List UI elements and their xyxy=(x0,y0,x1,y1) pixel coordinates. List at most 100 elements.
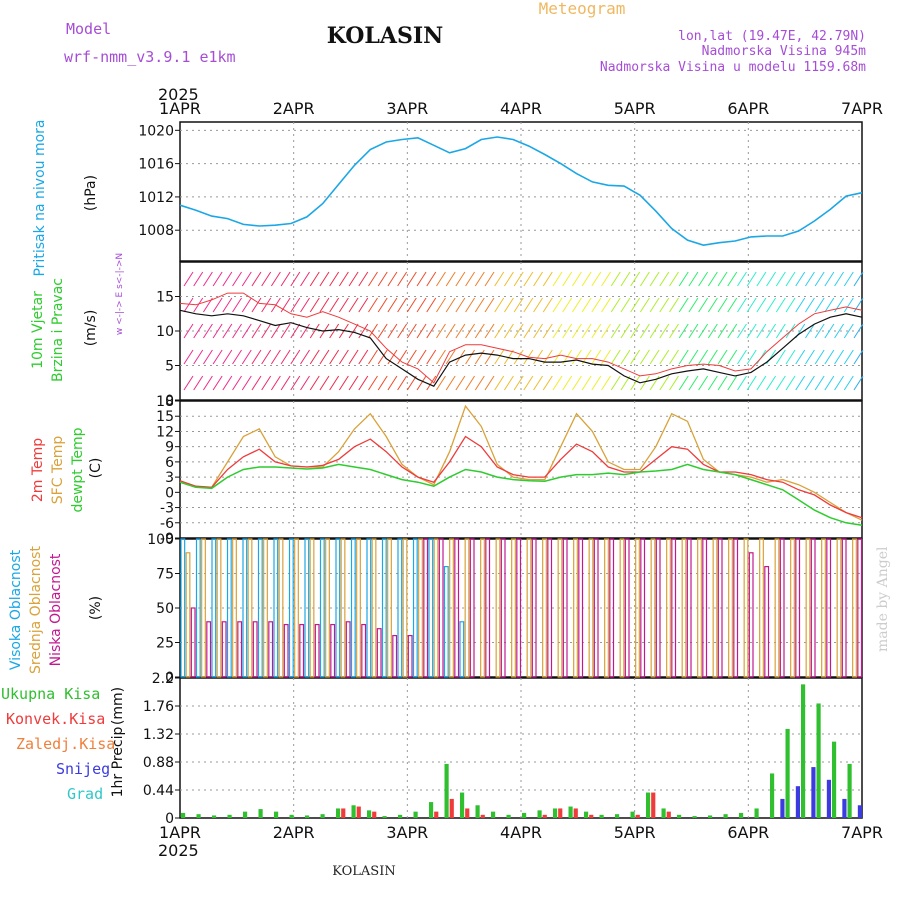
wind-barb xyxy=(406,271,417,287)
total-rain-bar xyxy=(537,810,542,818)
wind-barb xyxy=(445,375,456,391)
total-rain-bar xyxy=(568,806,573,818)
wind-barb xyxy=(445,349,456,365)
wind-barb xyxy=(484,323,495,339)
wind-barb xyxy=(280,271,291,287)
wind-barb xyxy=(445,323,456,339)
temp-unit: (C) xyxy=(88,458,104,479)
wind-barb xyxy=(387,297,398,313)
y-tick-label: 25 xyxy=(156,636,174,652)
y-tick-label: 0 xyxy=(165,485,174,501)
wind-barb xyxy=(746,349,757,365)
wind-barb xyxy=(601,297,611,313)
wind-barb xyxy=(338,349,349,365)
snow-bar xyxy=(811,767,816,818)
wind-barb xyxy=(785,375,796,391)
x-tick-label-top: 3APR xyxy=(386,99,428,118)
mid-cloud-bar xyxy=(619,538,625,678)
wind-barb xyxy=(581,323,592,339)
wind-barb xyxy=(814,271,825,287)
wind-barb xyxy=(601,271,611,287)
wind-barb xyxy=(329,375,340,391)
snow-bar xyxy=(795,786,800,818)
wind-barb xyxy=(775,297,786,313)
mid-cloud-bar xyxy=(402,538,408,678)
wind-barb xyxy=(630,323,641,339)
wind-barb xyxy=(678,271,689,287)
low-cloud-bar xyxy=(314,623,320,678)
wind-barb xyxy=(455,375,466,391)
wind-barb xyxy=(746,271,757,287)
low-cloud-bar xyxy=(454,538,460,678)
low-cloud-bar xyxy=(624,538,630,678)
total-rain-bar xyxy=(258,809,263,818)
wind-barb xyxy=(766,271,777,287)
low-cloud-bar xyxy=(748,552,754,678)
wind-barb xyxy=(280,349,291,365)
wind-barb xyxy=(853,297,864,313)
low-cloud-bar xyxy=(252,621,258,678)
wind-barb xyxy=(727,271,738,287)
wind-axis-label-1: 10m Vjetar xyxy=(30,291,46,369)
wind-barb xyxy=(659,271,670,287)
wind-barb xyxy=(329,297,340,313)
wind-barb xyxy=(465,297,476,313)
wind-barb xyxy=(795,271,806,287)
high-cloud-bar xyxy=(242,538,248,678)
wind-barb xyxy=(795,375,806,391)
wind-barb xyxy=(397,375,408,391)
wind-barb xyxy=(377,323,388,339)
mid-cloud-bar xyxy=(495,538,501,678)
total-rain-bar xyxy=(398,814,403,818)
wind-barb xyxy=(290,323,301,339)
precip-axis-label: 1hr Precip xyxy=(110,727,126,798)
wind-barb xyxy=(571,349,582,365)
wind-barb xyxy=(251,323,262,339)
total-rain-bar xyxy=(382,816,387,818)
y-tick-label: 50 xyxy=(156,601,174,617)
low-cloud-bar xyxy=(221,621,227,678)
total-rain-bar xyxy=(227,814,232,818)
mid-cloud-bar xyxy=(185,552,191,678)
mid-cloud-bar xyxy=(247,538,253,678)
wind-barb xyxy=(853,323,864,339)
x-tick-label-bottom: 2APR xyxy=(273,823,315,842)
mid-cloud-bar xyxy=(697,538,702,678)
mid-cloud-bar xyxy=(449,538,454,678)
mid-cloud-bar xyxy=(635,538,640,678)
y-tick-label: 0 xyxy=(165,670,174,686)
wind-barb xyxy=(436,375,446,391)
wind-barb xyxy=(610,297,621,313)
x-tick-label-top: 7APR xyxy=(841,99,883,118)
wind-barb xyxy=(746,297,757,313)
wind-barb xyxy=(193,297,204,313)
low-cloud-bar xyxy=(361,623,367,678)
mid-cloud-bar xyxy=(650,538,656,678)
total-rain-bar xyxy=(739,812,744,818)
wind-barb xyxy=(397,271,408,287)
wind-barb xyxy=(785,297,796,313)
wind-barb xyxy=(805,271,815,287)
wind-barb xyxy=(824,375,835,391)
wind-barb xyxy=(368,297,378,313)
wind-barb xyxy=(270,349,281,365)
wind-barb xyxy=(241,297,252,313)
wind-barb xyxy=(610,323,621,339)
footer-station: KOLASIN xyxy=(332,864,395,879)
wind-barb xyxy=(639,323,650,339)
precip-unit: (mm) xyxy=(110,687,126,725)
wind-barb xyxy=(455,323,466,339)
wind-barb xyxy=(843,349,854,365)
mid-cloud-bar xyxy=(542,538,547,678)
wind-barb xyxy=(843,297,854,313)
wind-barb xyxy=(300,323,310,339)
high-cloud-bar xyxy=(428,538,434,678)
wind-barb xyxy=(455,297,466,313)
wind-speed-line xyxy=(179,309,863,387)
wind-barb xyxy=(232,375,242,391)
wind-barb xyxy=(261,323,272,339)
wind-barb xyxy=(202,375,213,391)
mid-cloud-bar xyxy=(201,538,206,678)
wind-barb xyxy=(824,323,835,339)
wind-barb xyxy=(834,323,845,339)
